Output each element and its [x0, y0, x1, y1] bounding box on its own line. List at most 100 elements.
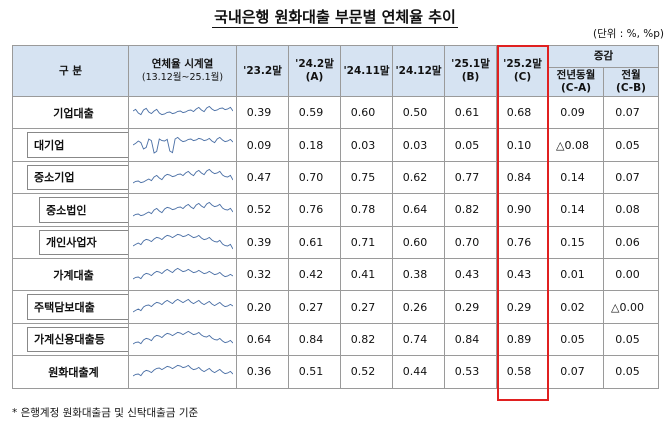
value-cell: 0.53 — [444, 355, 497, 389]
mom-change-cell: 0.05 — [602, 322, 660, 357]
value-cell: 0.20 — [236, 290, 289, 324]
yoy-change-cell: 0.14 — [548, 193, 604, 227]
sparkline — [128, 290, 237, 324]
header-change-group: 증감 — [547, 45, 660, 68]
mom-change-cell: 0.08 — [602, 193, 660, 227]
yoy-change-cell: 0.09 — [548, 95, 604, 130]
value-cell: 0.60 — [340, 95, 393, 130]
value-cell: 0.90 — [496, 193, 549, 227]
value-cell: 0.82 — [444, 193, 497, 227]
mom-change-cell: 0.06 — [602, 225, 660, 259]
sparkline — [128, 193, 237, 227]
value-cell: 0.27 — [288, 290, 341, 324]
mom-change-cell: 0.00 — [602, 257, 660, 292]
table-title: 국내은행 원화대출 부문별 연체율 추이 — [212, 8, 458, 28]
sparkline — [128, 355, 237, 389]
unit-note: (단위 : %, %p) — [592, 28, 664, 40]
header-period: '25.2말 (C) — [496, 45, 549, 97]
row-label: 가계대출 — [12, 257, 129, 292]
value-cell: 0.64 — [392, 193, 445, 227]
yoy-change-cell: 0.14 — [548, 160, 604, 195]
value-cell: 0.47 — [236, 160, 289, 195]
value-cell: 0.05 — [444, 128, 497, 162]
row-label: 개인사업자 — [12, 225, 129, 259]
row-label: 대기업 — [12, 128, 129, 162]
value-cell: 0.44 — [392, 355, 445, 389]
mom-change-cell: △0.00 — [602, 290, 660, 324]
sparkline — [128, 322, 237, 357]
value-cell: 0.71 — [340, 225, 393, 259]
yoy-change-cell: 0.07 — [548, 355, 604, 389]
value-cell: 0.61 — [444, 95, 497, 130]
value-cell: 0.41 — [340, 257, 393, 292]
value-cell: 0.78 — [340, 193, 393, 227]
value-cell: 0.10 — [496, 128, 549, 162]
row-label: 중소법인 — [12, 193, 129, 227]
value-cell: 0.52 — [340, 355, 393, 389]
table-row: 중소법인 0.52 0.76 0.78 0.64 0.82 0.90 0.14 0.08 — [12, 193, 660, 227]
header-period: '24.2말 (A) — [288, 45, 341, 97]
header-period: '24.11말 — [340, 45, 393, 97]
table-row: 중소기업 0.47 0.70 0.75 0.62 0.77 0.84 0.14 0.07 — [12, 160, 660, 195]
value-cell: 0.77 — [444, 160, 497, 195]
header-yoy: 전년동월 (C-A) — [548, 67, 604, 97]
table-row: 원화대출계 0.36 0.51 0.52 0.44 0.53 0.58 0.07 0.05 — [12, 355, 660, 389]
row-label: 원화대출계 — [12, 355, 129, 389]
yoy-change-cell: △0.08 — [548, 128, 604, 162]
value-cell: 0.09 — [236, 128, 289, 162]
header-sparkline: 연체율 시계열 (13.12월~25.1월) — [128, 45, 237, 97]
value-cell: 0.68 — [496, 95, 549, 130]
mom-change-cell: 0.07 — [602, 160, 660, 195]
header-category: 구 분 — [12, 45, 129, 97]
value-cell: 0.70 — [288, 160, 341, 195]
yoy-change-cell: 0.02 — [548, 290, 604, 324]
row-label: 주택담보대출 — [12, 290, 129, 324]
value-cell: 0.62 — [392, 160, 445, 195]
value-cell: 0.42 — [288, 257, 341, 292]
value-cell: 0.39 — [236, 225, 289, 259]
value-cell: 0.84 — [444, 322, 497, 357]
footnote: * 은행계정 원화대출금 및 신탁대출금 기준 — [12, 407, 199, 419]
delinquency-table: 구 분 연체율 시계열 (13.12월~25.1월) '23.2말 '24.2말… — [12, 45, 660, 389]
yoy-change-cell: 0.05 — [548, 322, 604, 357]
sparkline — [128, 128, 237, 162]
sparkline — [128, 160, 237, 195]
mom-change-cell: 0.07 — [602, 95, 660, 130]
value-cell: 0.61 — [288, 225, 341, 259]
value-cell: 0.29 — [496, 290, 549, 324]
value-cell: 0.32 — [236, 257, 289, 292]
value-cell: 0.76 — [496, 225, 549, 259]
header-period: '25.1말 (B) — [444, 45, 497, 97]
value-cell: 0.50 — [392, 95, 445, 130]
value-cell: 0.39 — [236, 95, 289, 130]
value-cell: 0.70 — [444, 225, 497, 259]
value-cell: 0.03 — [392, 128, 445, 162]
header-period: '23.2말 — [236, 45, 289, 97]
table-row: 개인사업자 0.39 0.61 0.71 0.60 0.70 0.76 0.15 0.06 — [12, 225, 660, 259]
value-cell: 0.82 — [340, 322, 393, 357]
value-cell: 0.84 — [288, 322, 341, 357]
mom-change-cell: 0.05 — [602, 355, 660, 389]
value-cell: 0.18 — [288, 128, 341, 162]
value-cell: 0.58 — [496, 355, 549, 389]
value-cell: 0.03 — [340, 128, 393, 162]
sparkline — [128, 95, 237, 130]
table-row: 기업대출 0.39 0.59 0.60 0.50 0.61 0.68 0.09 0.07 — [12, 95, 660, 130]
value-cell: 0.43 — [496, 257, 549, 292]
mom-change-cell: 0.05 — [602, 128, 660, 162]
value-cell: 0.76 — [288, 193, 341, 227]
value-cell: 0.64 — [236, 322, 289, 357]
value-cell: 0.84 — [496, 160, 549, 195]
table-row: 주택담보대출 0.20 0.27 0.27 0.26 0.29 0.29 0.02 △0.00 — [12, 290, 660, 324]
yoy-change-cell: 0.01 — [548, 257, 604, 292]
value-cell: 0.51 — [288, 355, 341, 389]
value-cell: 0.36 — [236, 355, 289, 389]
sparkline — [128, 225, 237, 259]
value-cell: 0.60 — [392, 225, 445, 259]
value-cell: 0.26 — [392, 290, 445, 324]
header-period: '24.12말 — [392, 45, 445, 97]
yoy-change-cell: 0.15 — [548, 225, 604, 259]
table-row: 가계대출 0.32 0.42 0.41 0.38 0.43 0.43 0.01 0.00 — [12, 257, 660, 292]
value-cell: 0.52 — [236, 193, 289, 227]
sparkline — [128, 257, 237, 292]
